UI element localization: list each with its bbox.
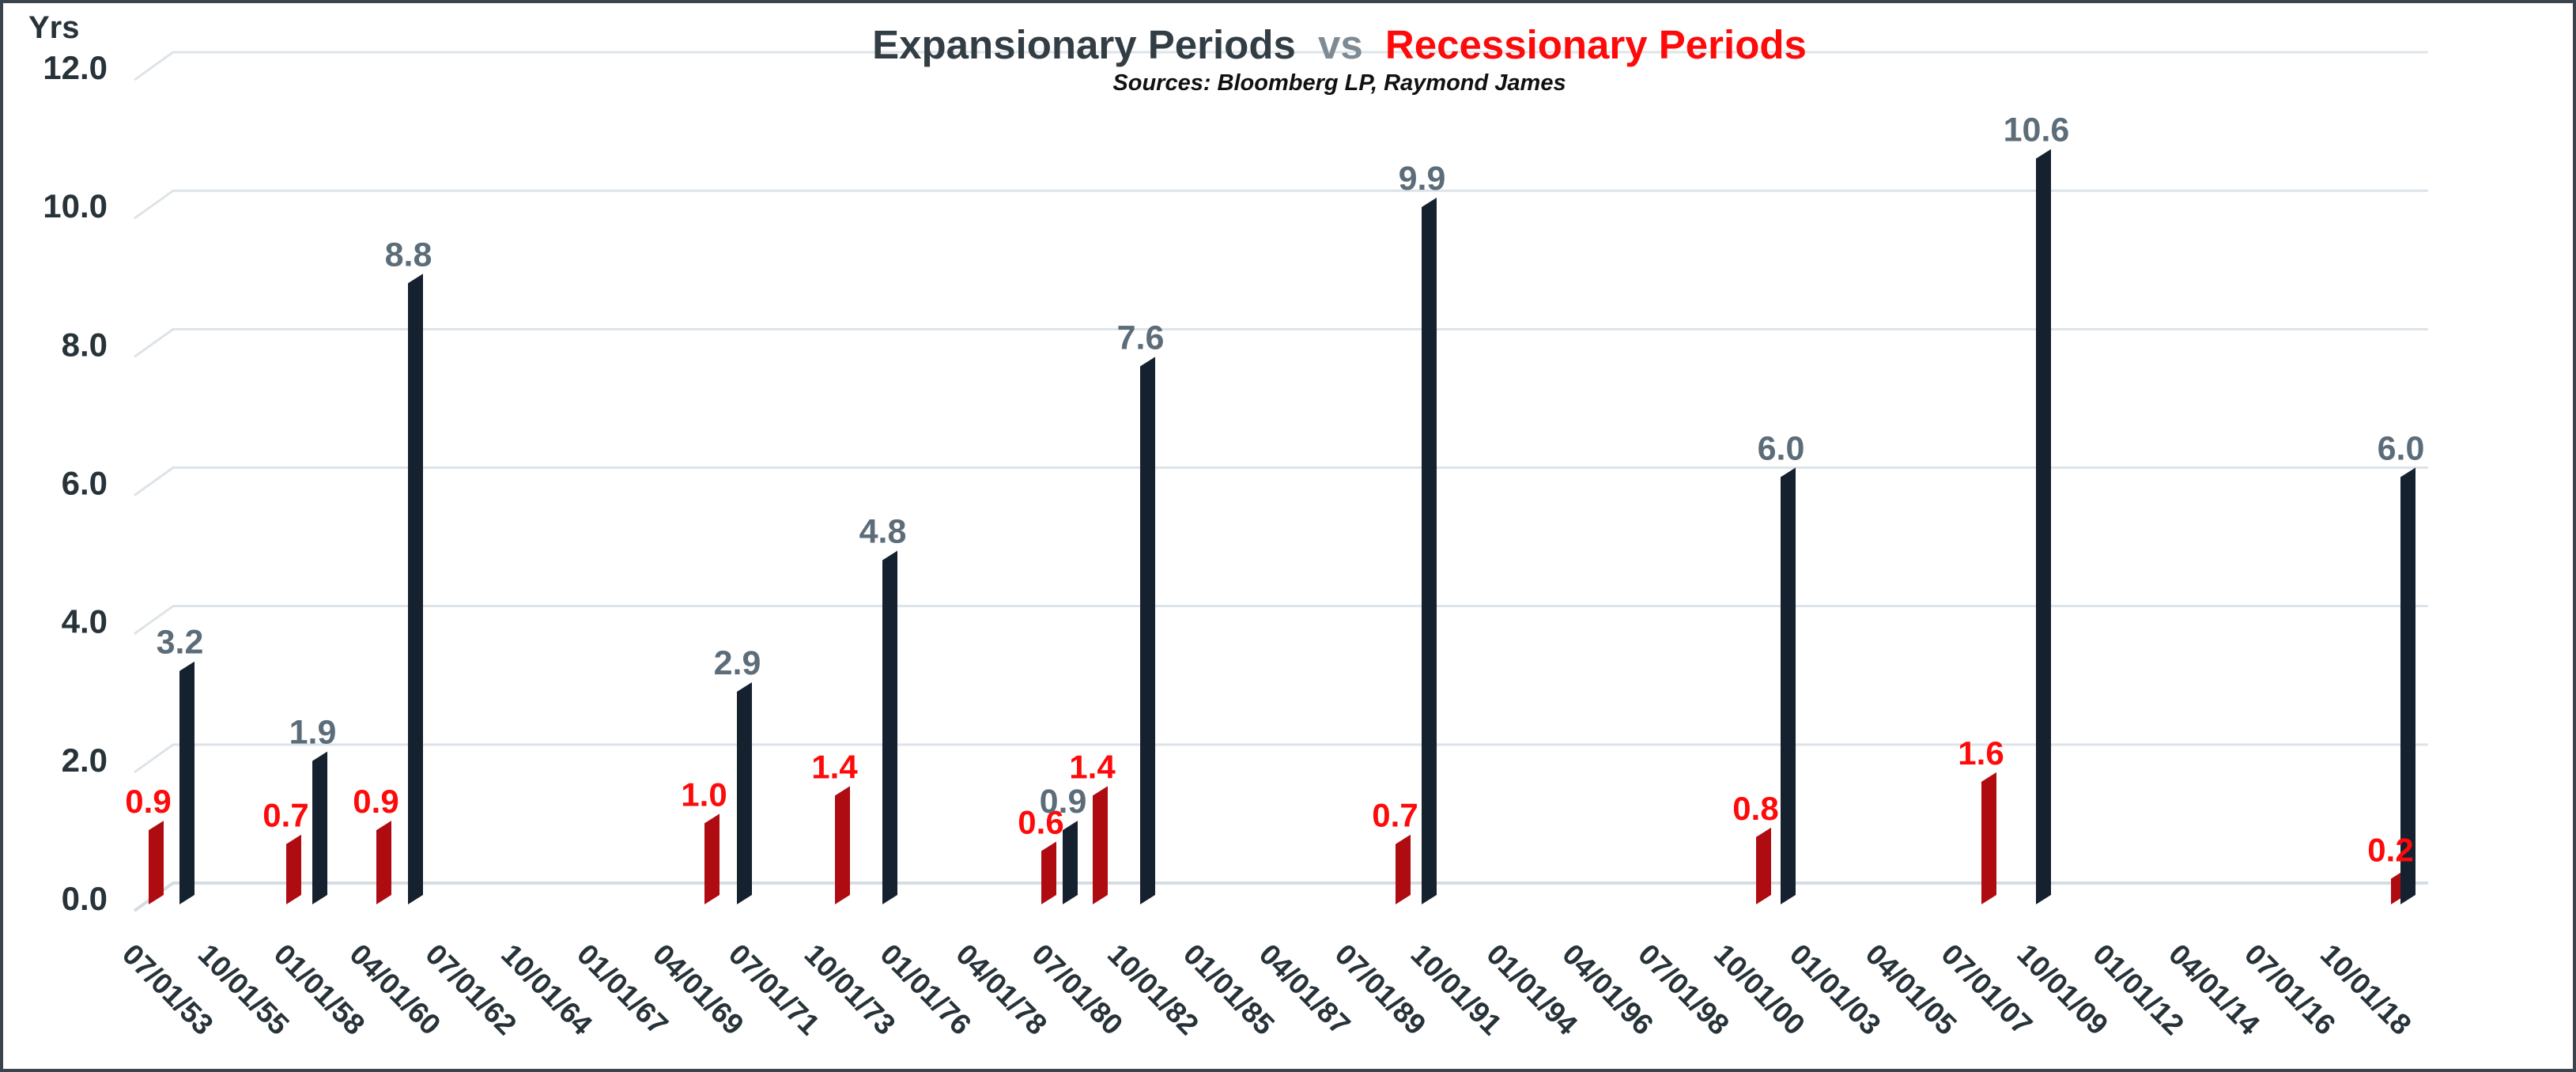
recession-bar (149, 821, 164, 904)
y-tick-label: 2.0 (62, 742, 108, 779)
expansion-value-label: 1.9 (289, 714, 337, 752)
recession-value-label: 0.7 (263, 797, 308, 834)
recession-bar (1041, 841, 1056, 904)
gridline (134, 327, 2428, 358)
expansion-bar (1140, 357, 1155, 905)
expansion-bar (737, 682, 752, 904)
recession-bar (1756, 827, 1771, 904)
expansion-bar (408, 274, 423, 904)
expansion-bars (179, 149, 2415, 905)
recession-value-label: 0.7 (1372, 797, 1418, 834)
chart-subtitle: Sources: Bloomberg LP, Raymond James (1112, 70, 1566, 96)
y-axis-tick-labels: 0.0 2.0 4.0 6.0 8.0 10.0 12.0 (43, 49, 108, 917)
recession-bar (1396, 834, 1411, 904)
bar-value-labels: 0.93.20.71.90.98.81.02.91.44.80.60.91.47… (125, 111, 2424, 869)
recession-value-label: 1.6 (1958, 734, 2004, 772)
expansion-bar (1422, 197, 1437, 904)
y-axis-title: Yrs (28, 10, 80, 45)
expansion-bar (2036, 149, 2051, 905)
chart-title-recessionary: Recessionary Periods (1385, 22, 1807, 67)
recession-bars (149, 772, 2406, 904)
y-tick-label: 6.0 (62, 465, 108, 502)
expansion-value-label: 9.9 (1399, 160, 1446, 198)
recession-value-label: 0.9 (353, 783, 398, 820)
recession-bar (286, 834, 301, 904)
expansion-value-label: 0.9 (1040, 783, 1087, 821)
y-tick-label: 12.0 (43, 49, 108, 86)
x-axis-line (133, 881, 2428, 912)
y-tick-label: 4.0 (62, 603, 108, 640)
gridline (134, 743, 2428, 774)
recession-value-label: 0.8 (1732, 790, 1778, 827)
expansion-value-label: 2.9 (714, 644, 761, 682)
recession-value-label: 1.0 (681, 776, 727, 813)
recession-bar (376, 821, 391, 904)
chart-title: Expansionary Periods vs Recessionary Per… (872, 22, 1807, 67)
expansion-bar (1781, 467, 1796, 904)
expansion-value-label: 3.2 (157, 624, 204, 662)
expansion-bar (1063, 821, 1078, 904)
recession-bar (835, 786, 850, 904)
gridline (134, 189, 2428, 220)
expansion-value-label: 10.6 (2004, 111, 2070, 149)
recession-value-label: 1.4 (811, 748, 858, 785)
expansion-value-label: 4.8 (859, 513, 907, 551)
recession-value-label: 1.4 (1069, 748, 1116, 785)
expansion-value-label: 6.0 (2378, 430, 2425, 468)
expansion-value-label: 8.8 (385, 236, 432, 274)
gridline (134, 51, 2428, 81)
gridlines (133, 51, 2428, 912)
x-axis-tick-labels: 07/01/5310/01/5501/01/5804/01/6007/01/62… (116, 938, 2418, 1041)
expansion-bar (179, 661, 195, 904)
gridline (134, 605, 2428, 635)
expansion-value-label: 7.6 (1117, 319, 1165, 357)
recession-bar (1093, 786, 1108, 904)
recession-bar (704, 813, 720, 904)
recession-value-label: 0.2 (2367, 831, 2413, 868)
y-tick-label: 10.0 (43, 187, 108, 225)
chart-title-vs: vs (1318, 22, 1363, 67)
chart-title-expansionary: Expansionary Periods (872, 22, 1296, 67)
y-tick-label: 0.0 (62, 880, 108, 917)
expansion-vs-recession-bar-chart: Yrs 0.0 2.0 4.0 6.0 8.0 10.0 12.0 07/01/5310/0… (28, 10, 2428, 1041)
expansion-bar (312, 751, 327, 904)
recession-value-label: 0.9 (125, 783, 171, 820)
expansion-value-label: 6.0 (1758, 430, 1805, 468)
expansion-bar (882, 550, 897, 904)
expansion-bar (2400, 467, 2415, 904)
recession-value-label: 0.6 (1018, 803, 1063, 840)
gridline (134, 466, 2428, 496)
recession-bar (1981, 772, 1996, 904)
y-tick-label: 8.0 (62, 326, 108, 363)
